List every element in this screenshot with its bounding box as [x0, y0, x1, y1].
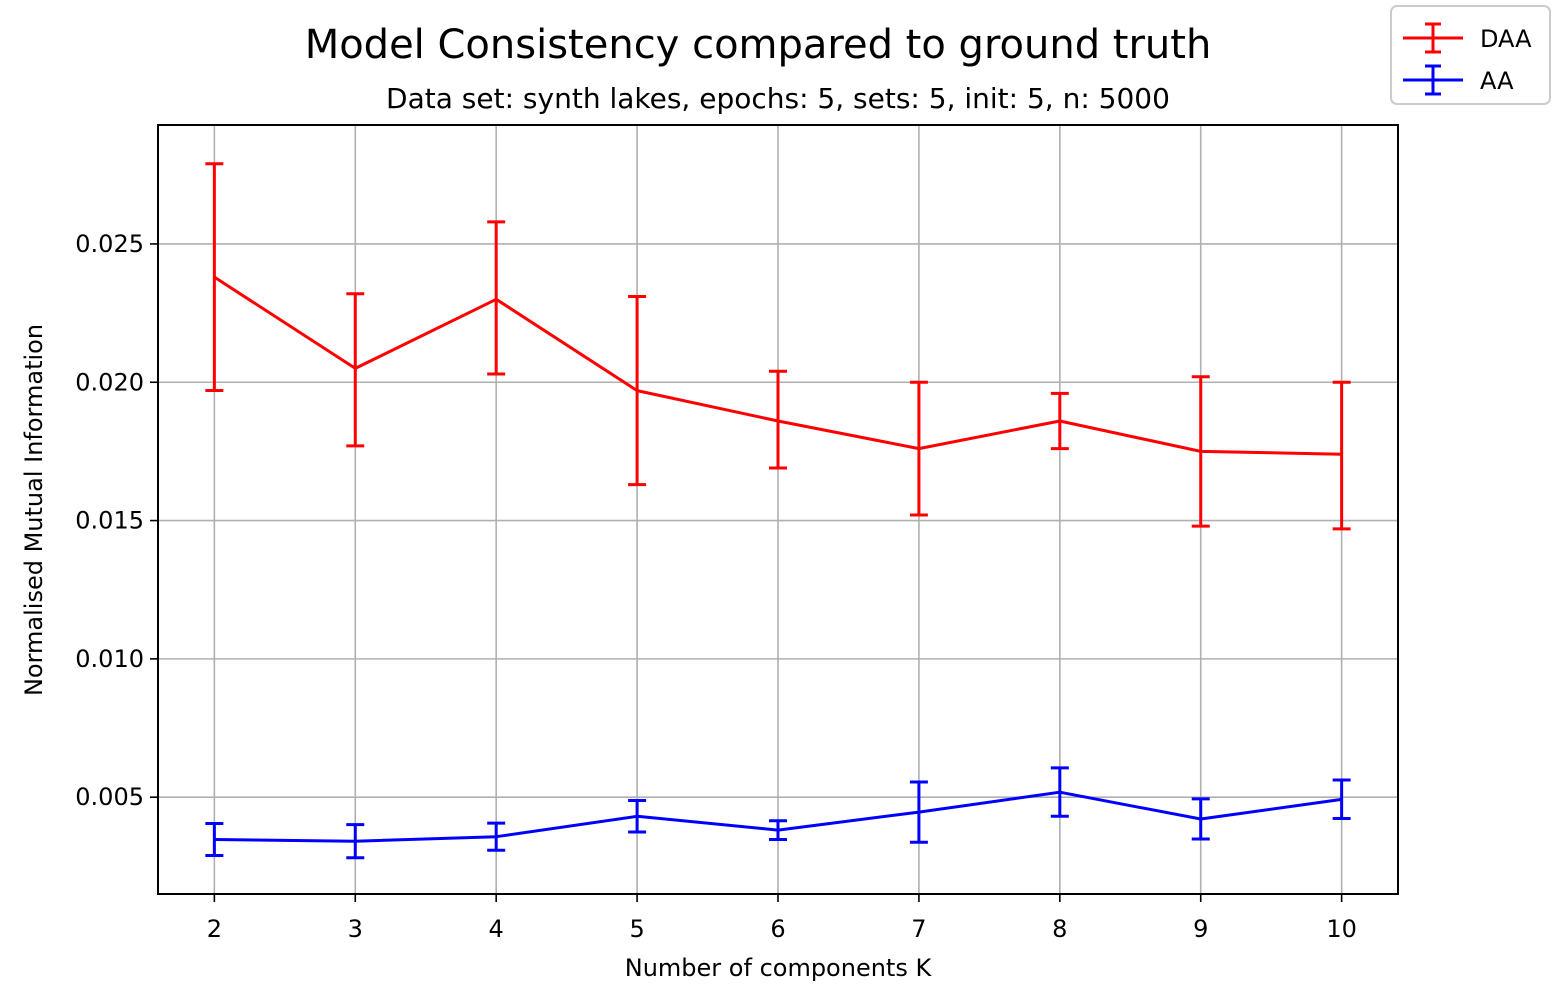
x-tick-label: 4 — [489, 915, 504, 943]
x-tick-label: 2 — [207, 915, 222, 943]
x-tick-label: 10 — [1326, 915, 1357, 943]
y-tick-label: 0.005 — [75, 783, 144, 811]
y-tick-label: 0.010 — [75, 645, 144, 673]
x-tick-label: 6 — [770, 915, 785, 943]
x-tick-label: 9 — [1193, 915, 1208, 943]
y-tick-label: 0.020 — [75, 368, 144, 396]
x-tick-label: 7 — [911, 915, 926, 943]
legend-entry-daa: DAA — [1403, 22, 1532, 54]
chart-subtitle: Data set: synth lakes, epochs: 5, sets: … — [386, 82, 1170, 115]
legend-label: DAA — [1480, 25, 1532, 53]
x-tick-label: 8 — [1052, 915, 1067, 943]
y-tick-label: 0.025 — [75, 230, 144, 258]
series-aa — [205, 766, 1351, 860]
series-layer — [205, 162, 1351, 860]
grid — [158, 125, 1398, 894]
ticks: 2 3 4 5 6 7 8 9 10 0.005 0.010 0.015 0.020 0.025 — [75, 230, 1357, 943]
series-daa — [205, 162, 1351, 531]
y-tick-label: 0.015 — [75, 507, 144, 535]
legend-entry-aa: AA — [1403, 64, 1514, 96]
legend-label: AA — [1480, 67, 1514, 95]
legend-box — [1390, 5, 1551, 105]
x-tick-label: 5 — [629, 915, 644, 943]
chart-title: Model Consistency compared to ground tru… — [305, 22, 1212, 68]
y-axis-label: Normalised Mutual Information — [20, 324, 48, 696]
x-tick-label: 3 — [348, 915, 363, 943]
x-axis-label: Number of components K — [625, 954, 933, 982]
plot-area-frame — [157, 124, 1399, 895]
legend: DAA AA — [1390, 5, 1551, 105]
